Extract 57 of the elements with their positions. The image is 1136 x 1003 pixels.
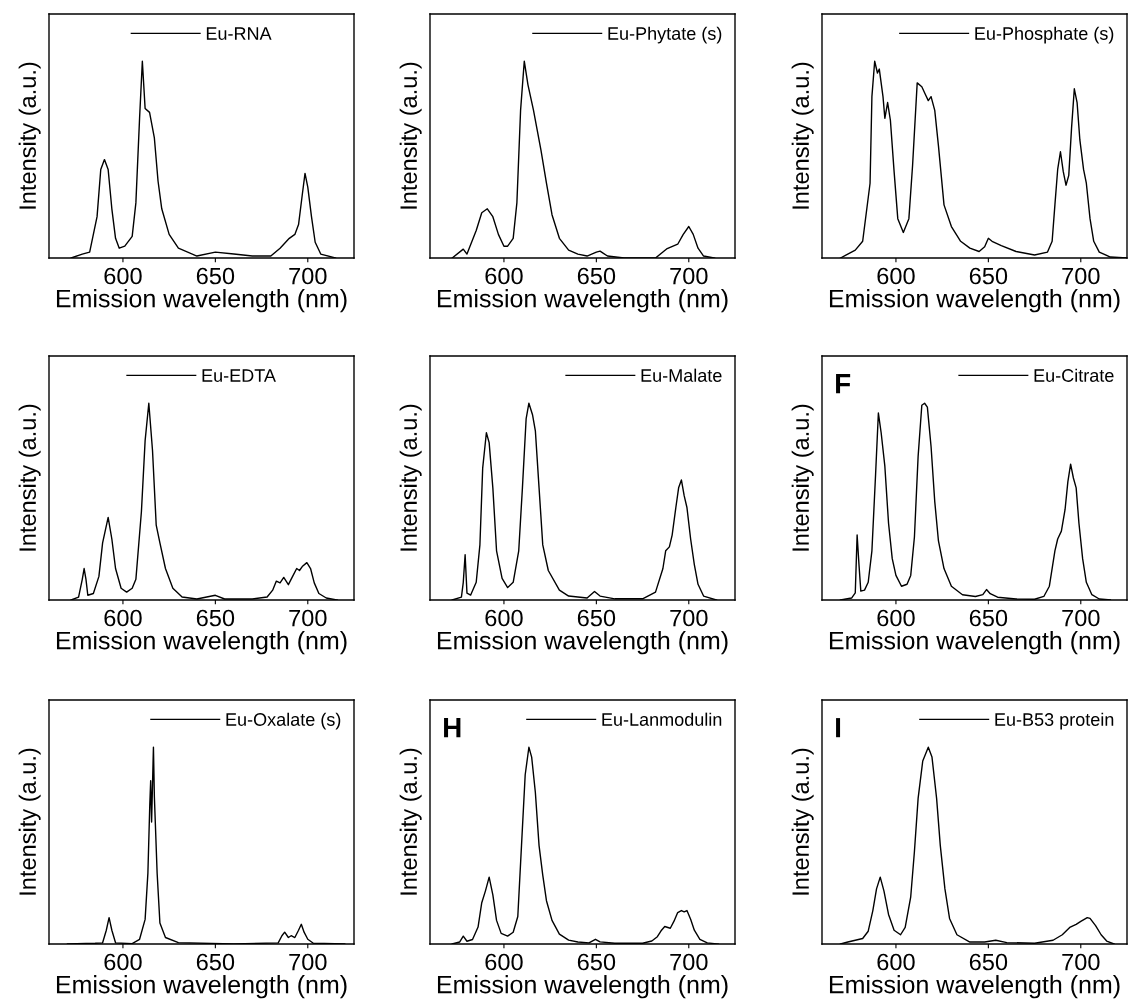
x-axis-title: Emission wavelength (nm)	[56, 975, 347, 999]
x-axis-title: Emission wavelength (nm)	[437, 975, 728, 999]
x-tick-label: 650	[969, 267, 1008, 285]
x-tick-label: 600	[485, 267, 523, 285]
legend-label: Eu-EDTA	[202, 369, 276, 382]
x-tick-label: 650	[969, 609, 1008, 627]
legend-label: Eu-Phosphate (s)	[975, 26, 1114, 44]
x-tick-label: 600	[877, 953, 915, 971]
y-axis-title: Intensity (a.u.)	[791, 404, 814, 551]
text: H	[444, 718, 461, 738]
x-tick-label: 600	[877, 267, 915, 285]
y-axis-title: Intensity (a.u.)	[399, 404, 422, 551]
x-axis-title: Emission wavelength (nm)	[829, 631, 1120, 655]
x-tick-label: 650	[577, 267, 616, 285]
x-tick-label: 700	[289, 953, 327, 971]
x-tick-label: 650	[196, 953, 235, 971]
x-tick-label: 700	[1062, 953, 1100, 971]
x-tick-label: 700	[1062, 609, 1100, 627]
y-axis-title: Intensity (a.u.)	[791, 62, 814, 209]
y-axis-title: Intensity (a.u.)	[399, 62, 422, 209]
x-tick-label: 600	[485, 953, 523, 971]
x-tick-label: 600	[485, 609, 523, 627]
x-axis-title: Emission wavelength (nm)	[829, 289, 1120, 313]
x-axis-title: Emission wavelength (nm)	[56, 631, 347, 655]
y-axis-title: Intensity (a.u.)	[399, 748, 422, 895]
x-axis-title: Emission wavelength (nm)	[437, 631, 728, 655]
legend-label: Eu-Malate	[641, 368, 722, 382]
x-tick-label: 650	[577, 953, 616, 971]
x-tick-label: 600	[104, 267, 142, 285]
x-tick-label: 700	[670, 267, 708, 285]
y-axis-title: Intensity (a.u.)	[18, 62, 41, 209]
x-axis-title: Emission wavelength (nm)	[829, 975, 1120, 999]
legend-label: Eu-Lanmodulin	[602, 712, 722, 726]
x-tick-label: 650	[196, 267, 235, 285]
y-axis-title: Intensity (a.u.)	[18, 748, 41, 895]
x-tick-label: 650	[969, 953, 1008, 971]
y-axis-title: Intensity (a.u.)	[791, 748, 814, 895]
x-tick-label: 700	[670, 953, 708, 971]
legend-label: Eu-B53 protein	[995, 712, 1114, 730]
x-tick-label: 700	[670, 609, 708, 627]
x-tick-label: 700	[289, 609, 327, 627]
x-tick-label: 700	[289, 267, 327, 285]
x-tick-label: 650	[577, 609, 616, 627]
legend-label: Eu-Phytate (s)	[608, 26, 722, 44]
x-axis-title: Emission wavelength (nm)	[437, 289, 728, 313]
x-tick-label: 700	[1062, 267, 1100, 285]
y-axis-title: Intensity (a.u.)	[18, 404, 41, 551]
text: F	[836, 374, 851, 394]
legend-label: Eu-Citrate	[1034, 368, 1114, 382]
legend-label: Eu-Oxalate (s)	[226, 712, 341, 730]
x-axis-title: Emission wavelength (nm)	[56, 289, 347, 313]
x-tick-label: 600	[104, 953, 142, 971]
x-tick-label: 600	[104, 609, 142, 627]
x-tick-label: 600	[877, 609, 915, 627]
x-tick-label: 650	[196, 609, 235, 627]
text: I	[836, 718, 841, 738]
legend-label: Eu-RNA	[206, 27, 272, 40]
